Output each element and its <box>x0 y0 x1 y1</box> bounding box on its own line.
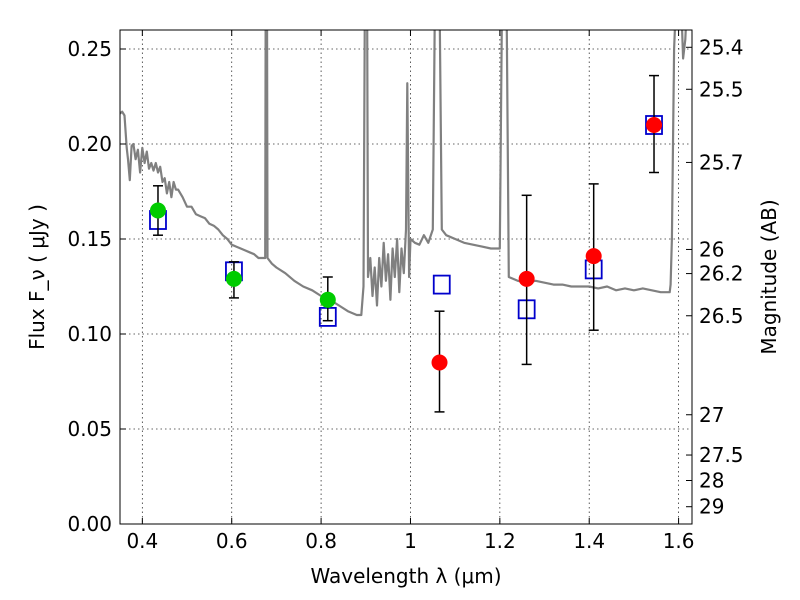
x-tick-label: 1 <box>404 529 417 553</box>
right-tick-label: 29 <box>699 495 724 519</box>
right-tick-label: 27 <box>699 403 724 427</box>
x-tick-label: 0.4 <box>126 529 158 553</box>
y-axis-label: Flux F_ν ( μJy ) <box>25 204 49 350</box>
grid <box>120 30 692 524</box>
y-tick-label: 0.25 <box>67 37 112 61</box>
x-tick-label: 1.2 <box>484 529 516 553</box>
y-tick-label: 0.05 <box>67 417 112 441</box>
x-tick-label: 0.8 <box>305 529 337 553</box>
right-axis-label: Magnitude (AB) <box>757 199 781 354</box>
x-tick-label: 1.6 <box>663 529 695 553</box>
y-tick-label: 0.15 <box>67 227 112 251</box>
right-tick-label: 25.7 <box>699 150 744 174</box>
nir-flux-point <box>431 354 448 371</box>
right-tick-label: 25.4 <box>699 35 744 59</box>
detected-flux-point <box>225 270 242 287</box>
y-tick-label: 0.00 <box>67 512 112 536</box>
y-tick-label: 0.20 <box>67 132 112 156</box>
plot-frame <box>119 29 693 525</box>
detected-flux-point <box>319 291 336 308</box>
right-tick-label: 28 <box>699 468 724 492</box>
right-tick-label: 26 <box>699 237 724 261</box>
nir-flux-point <box>585 248 602 265</box>
right-tick-label: 26.5 <box>699 304 744 328</box>
y-tick-label: 0.10 <box>67 322 112 346</box>
right-tick-label: 27.5 <box>699 443 744 467</box>
plot-area <box>120 30 687 413</box>
nir-flux-point <box>646 117 663 133</box>
x-axis-label: Wavelength λ (μm) <box>310 564 501 588</box>
axis-ticks: 0.4 0.6 0.8 1 1.2 1.4 1.6 0.00 0.05 0.10 0.15 0.20 0… <box>67 30 744 553</box>
nir-flux-point <box>518 270 535 287</box>
x-tick-label: 0.6 <box>216 529 248 553</box>
right-tick-label: 25.5 <box>699 77 744 101</box>
x-tick-label: 1.4 <box>573 529 605 553</box>
model-spectrum-line <box>120 30 687 317</box>
model-flux-square <box>432 274 451 295</box>
right-tick-label: 26.2 <box>699 262 744 286</box>
detected-flux-point <box>149 202 166 219</box>
